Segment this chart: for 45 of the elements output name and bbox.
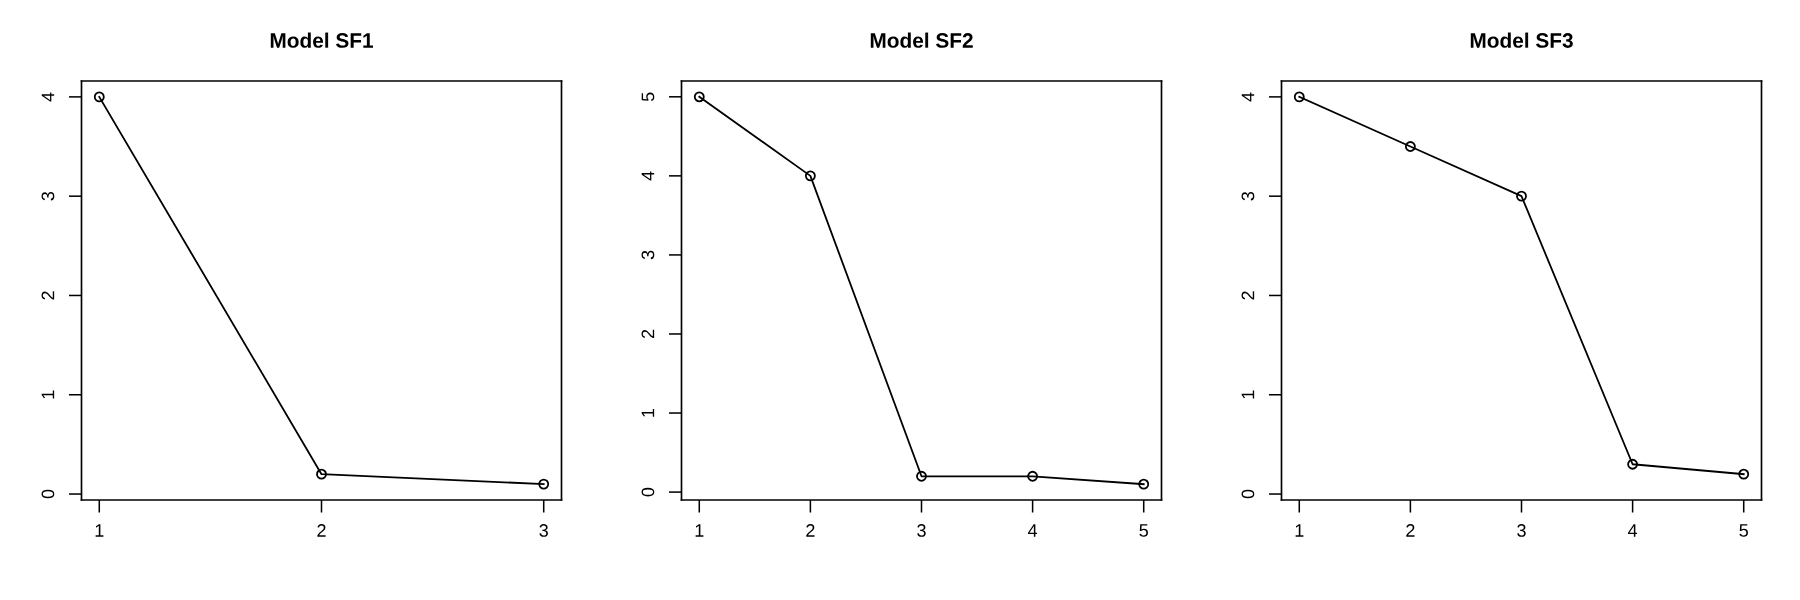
y-tick-label: 1 (41, 390, 55, 399)
point (1627, 458, 1639, 470)
chart-title: Model SF2 (870, 32, 973, 48)
y-tick-label: 4 (641, 171, 655, 181)
y-tick-label: 1 (641, 408, 655, 417)
point (1516, 190, 1527, 202)
x-tick-label: 3 (917, 524, 926, 537)
y-tick-label: 3 (641, 250, 655, 260)
point (1404, 141, 1416, 152)
x-tick-label: 4 (1028, 524, 1038, 537)
x-tick-label: 2 (806, 524, 815, 537)
x-tick-label: 3 (1517, 524, 1526, 537)
x-tick-label: 5 (1139, 524, 1148, 537)
y-tick-label: 0 (41, 489, 55, 499)
point (1027, 470, 1039, 482)
point (693, 91, 705, 103)
point (1138, 478, 1150, 490)
y-tick-label: 2 (41, 291, 55, 300)
y-tick-label: 2 (1241, 291, 1255, 300)
x-tick-label: 1 (95, 524, 104, 537)
x-tick-label: 2 (317, 524, 326, 537)
y-tick-label: 4 (1241, 92, 1255, 102)
y-tick-label: 2 (641, 329, 655, 339)
y-tick-label: 3 (1241, 191, 1255, 201)
y-tick-label: 0 (1241, 489, 1255, 499)
chart-title: Model SF1 (270, 32, 374, 48)
x-tick-label: 2 (1406, 524, 1415, 537)
y-tick-label: 0 (641, 487, 655, 497)
chart-title: Model SF3 (1470, 32, 1573, 48)
x-tick-label: 5 (1739, 524, 1748, 537)
x-tick-label: 1 (1295, 524, 1304, 537)
y-tick-label: 4 (41, 92, 55, 102)
y-tick-label: 5 (641, 92, 655, 102)
point (316, 468, 327, 480)
point (804, 170, 816, 182)
x-tick-label: 3 (539, 524, 548, 537)
point (1293, 91, 1305, 103)
x-tick-label: 4 (1628, 524, 1638, 537)
point (93, 91, 105, 103)
y-tick-label: 3 (41, 191, 55, 201)
point (916, 470, 927, 482)
point (538, 478, 550, 490)
point (1738, 468, 1750, 480)
y-tick-label: 1 (1241, 390, 1255, 399)
x-tick-label: 1 (695, 524, 704, 537)
